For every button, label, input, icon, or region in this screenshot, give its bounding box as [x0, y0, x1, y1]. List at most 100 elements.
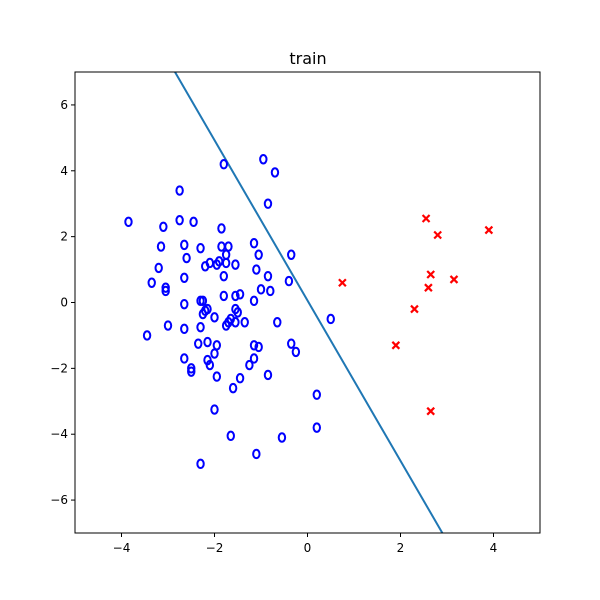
- class-o-point: [124, 216, 133, 228]
- class-o-point: [231, 259, 240, 270]
- class-o-point: [175, 185, 184, 196]
- class-o-point: [154, 262, 163, 274]
- class-o-point: [161, 285, 170, 297]
- class-o-point: [287, 249, 296, 260]
- class-o-point: [198, 295, 208, 307]
- class-o-point: [219, 270, 229, 282]
- class-o-point: [175, 214, 184, 226]
- class-o-point: [180, 353, 189, 364]
- class-o-point: [205, 359, 215, 371]
- class-o-point: [235, 373, 245, 384]
- class-o-point: [266, 285, 275, 297]
- class-o-point: [210, 404, 219, 415]
- class-o-point: [196, 458, 205, 470]
- class-o-point: [312, 389, 321, 400]
- class-o-point: [254, 341, 263, 353]
- class-o-point: [163, 320, 173, 331]
- class-o-point: [210, 348, 219, 359]
- chart-title: train: [289, 49, 326, 68]
- y-tick-label: 2: [60, 230, 68, 244]
- y-axis: −6 −4 −2 0 2 4 6: [50, 98, 75, 507]
- class-o-point: [147, 277, 156, 288]
- plot-area: [124, 72, 494, 533]
- class-o-point: [210, 312, 219, 323]
- class-o-point: [159, 221, 168, 232]
- x-tick-label: −4: [113, 541, 131, 555]
- class-o-point: [273, 317, 282, 328]
- class-o-point: [259, 154, 268, 165]
- class-o-point: [212, 340, 222, 351]
- class-o-point: [212, 371, 222, 382]
- class-o-point: [194, 338, 203, 349]
- class-x-point: [421, 214, 431, 223]
- class-o-point: [252, 448, 261, 460]
- y-tick-label: −2: [50, 361, 68, 375]
- class-o-point: [312, 422, 321, 433]
- class-x-point: [426, 406, 436, 416]
- class-o-point: [228, 382, 238, 394]
- y-tick-label: 0: [60, 296, 68, 310]
- x-tick-label: 0: [304, 541, 312, 555]
- class-o-point: [284, 275, 294, 287]
- class-o-point: [219, 159, 229, 170]
- class-o-point: [256, 284, 266, 295]
- class-o-point: [142, 330, 152, 341]
- class-o-point: [231, 317, 240, 328]
- class-o-point: [219, 290, 229, 302]
- class-o-point: [240, 317, 249, 328]
- class-o-point: [263, 270, 273, 282]
- class-o-point: [252, 264, 261, 275]
- class-o-point: [254, 249, 263, 260]
- class-o-point: [326, 313, 335, 325]
- y-tick-label: 6: [60, 98, 68, 112]
- class-o-point: [180, 298, 189, 310]
- y-tick-label: −4: [50, 427, 68, 441]
- class-o-point: [203, 303, 212, 315]
- class-o-point: [221, 257, 231, 269]
- y-tick-label: 4: [60, 164, 68, 178]
- decision-boundary-line: [174, 72, 444, 533]
- class-o-point: [249, 340, 259, 351]
- class-o-point: [156, 241, 166, 252]
- class-x-point: [424, 283, 433, 292]
- class-o-point: [249, 238, 259, 249]
- class-o-point: [277, 432, 287, 443]
- class-o-point: [226, 430, 235, 442]
- class-o-point: [231, 290, 240, 302]
- class-o-point: [189, 216, 198, 228]
- class-o-point: [198, 308, 208, 320]
- class-o-point: [270, 167, 280, 178]
- class-o-point: [249, 353, 259, 364]
- class-o-point: [205, 257, 215, 269]
- class-o-point: [203, 336, 212, 348]
- class-o-point: [217, 241, 226, 252]
- class-o-point: [180, 272, 189, 284]
- class-o-point: [182, 252, 191, 264]
- x-tick-label: 2: [397, 541, 405, 555]
- class-o-point: [287, 338, 296, 349]
- class-o-point: [249, 295, 259, 307]
- class-o-point: [187, 366, 196, 377]
- x-tick-label: −2: [206, 541, 224, 555]
- x-axis: −4 −2 0 2 4: [113, 533, 498, 555]
- class-o-point: [180, 239, 189, 251]
- axes-frame: [74, 71, 541, 534]
- class-x-point: [426, 270, 436, 279]
- class-x-point: [410, 304, 419, 314]
- x-tick-label: 4: [490, 541, 498, 555]
- class-o-point: [235, 289, 245, 300]
- class-o-point: [221, 320, 231, 331]
- class-o-point: [233, 307, 242, 318]
- class-x-point: [391, 341, 401, 350]
- class-o-point: [291, 346, 301, 358]
- class-x-point: [484, 225, 494, 235]
- class-o-point: [224, 241, 233, 252]
- class-o-point: [196, 321, 205, 333]
- class-o-point: [180, 323, 189, 335]
- class-o-point: [263, 369, 273, 381]
- class-o-point: [221, 249, 231, 260]
- class-o-point: [196, 242, 205, 254]
- class-x-point: [449, 275, 459, 284]
